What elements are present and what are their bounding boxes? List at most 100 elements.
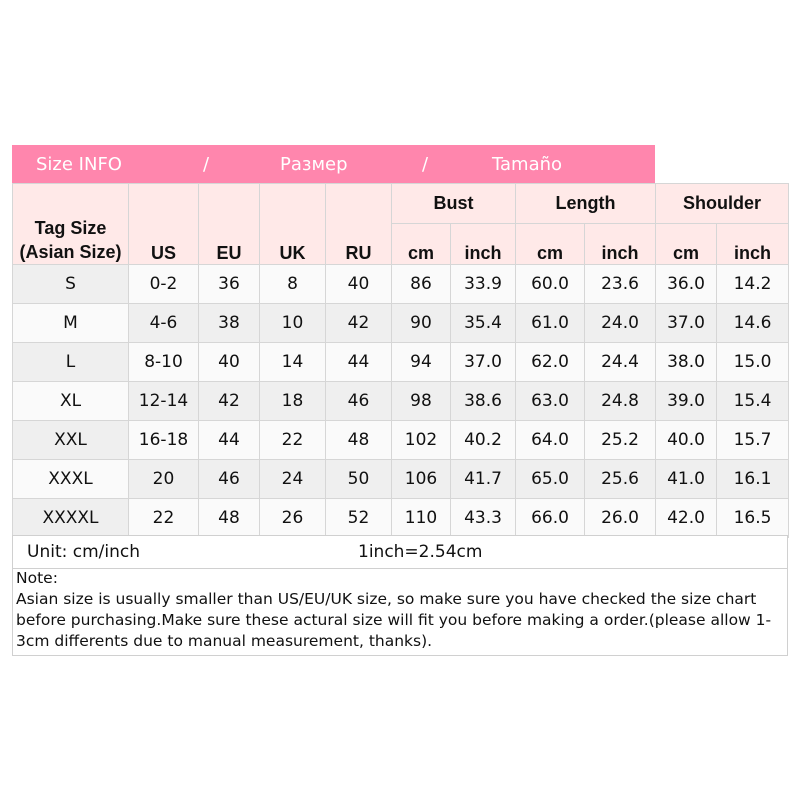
table-row: L 8-10 40 14 44 94 37.0 62.0 24.4 38.0 15.0 [12, 342, 790, 382]
cell-bust-cm: 98 [391, 381, 451, 421]
header-shoulder: Shoulder [654, 183, 790, 224]
table-row: M 4-6 38 10 42 90 35.4 61.0 24.0 37.0 14.6 [12, 303, 790, 343]
header-us: US [128, 183, 199, 265]
cell-bust-cm: 94 [391, 342, 451, 382]
cell-length-inch: 24.0 [584, 303, 656, 343]
cell-ru: 44 [325, 342, 392, 382]
cell-bust-cm: 102 [391, 420, 451, 460]
cell-tag-size: XXXL [12, 459, 129, 499]
cell-uk: 22 [259, 420, 326, 460]
cell-length-cm: 64.0 [515, 420, 585, 460]
title-spanish: Tamaño [492, 154, 563, 175]
cell-length-inch: 24.4 [584, 342, 656, 382]
table-row: XL 12-14 42 18 46 98 38.6 63.0 24.8 39.0 15.4 [12, 381, 790, 421]
title-bar: Size INFO / Размер / Tamaño [12, 145, 655, 183]
header-bust: Bust [391, 183, 516, 224]
cell-ru: 48 [325, 420, 392, 460]
header-length-cm: cm [515, 223, 585, 265]
cell-tag-size: L [12, 342, 129, 382]
note-heading: Note: [16, 569, 58, 587]
cell-bust-inch: 37.0 [450, 342, 516, 382]
cell-bust-inch: 35.4 [450, 303, 516, 343]
title-separator: / [422, 154, 429, 175]
header-uk: UK [259, 183, 326, 265]
cell-bust-cm: 106 [391, 459, 451, 499]
cell-uk: 26 [259, 498, 326, 538]
title-english: Size INFO [36, 154, 122, 175]
cell-length-inch: 24.8 [584, 381, 656, 421]
cell-length-inch: 23.6 [584, 264, 656, 304]
header-length: Length [515, 183, 656, 224]
cell-length-cm: 61.0 [515, 303, 585, 343]
note-body: Asian size is usually smaller than US/EU… [16, 590, 772, 650]
cell-length-inch: 26.0 [584, 498, 656, 538]
cell-tag-size: S [12, 264, 129, 304]
cell-us: 12-14 [128, 381, 199, 421]
cell-us: 0-2 [128, 264, 199, 304]
header-ru: RU [325, 183, 392, 265]
cell-bust-cm: 110 [391, 498, 451, 538]
cell-shoulder-cm: 39.0 [655, 381, 717, 421]
header-bust-cm: cm [391, 223, 451, 265]
cell-eu: 46 [198, 459, 260, 499]
cell-shoulder-inch: 14.2 [715, 264, 790, 304]
cell-bust-inch: 40.2 [450, 420, 516, 460]
cell-shoulder-inch: 15.4 [715, 381, 790, 421]
cell-bust-cm: 90 [391, 303, 451, 343]
cell-shoulder-cm: 37.0 [655, 303, 717, 343]
cell-ru: 52 [325, 498, 392, 538]
cell-uk: 14 [259, 342, 326, 382]
cell-eu: 40 [198, 342, 260, 382]
cell-eu: 44 [198, 420, 260, 460]
unit-conversion: 1inch=2.54cm [358, 542, 483, 562]
table-row: XXXL 20 46 24 50 106 41.7 65.0 25.6 41.0 16.1 [12, 459, 790, 499]
size-table: Tag Size (Asian Size) US EU UK RU Bust L… [12, 183, 790, 538]
header-eu: EU [198, 183, 260, 265]
cell-uk: 24 [259, 459, 326, 499]
header-tag-size-line2: (Asian Size) [19, 242, 122, 262]
table-row: XXL 16-18 44 22 48 102 40.2 64.0 25.2 40.0 15.7 [12, 420, 790, 460]
cell-eu: 36 [198, 264, 260, 304]
cell-tag-size: XXL [12, 420, 129, 460]
cell-uk: 18 [259, 381, 326, 421]
cell-us: 16-18 [128, 420, 199, 460]
cell-shoulder-inch: 16.5 [715, 498, 790, 538]
header-length-inch: inch [584, 223, 656, 265]
cell-bust-inch: 41.7 [450, 459, 516, 499]
cell-length-inch: 25.2 [584, 420, 656, 460]
cell-us: 20 [128, 459, 199, 499]
cell-shoulder-cm: 38.0 [655, 342, 717, 382]
cell-us: 22 [128, 498, 199, 538]
cell-shoulder-inch: 15.0 [715, 342, 790, 382]
title-separator: / [203, 154, 210, 175]
cell-bust-cm: 86 [391, 264, 451, 304]
cell-length-cm: 62.0 [515, 342, 585, 382]
cell-shoulder-cm: 40.0 [655, 420, 717, 460]
cell-eu: 48 [198, 498, 260, 538]
header-shoulder-cm: cm [655, 223, 717, 265]
cell-length-cm: 65.0 [515, 459, 585, 499]
header-bust-inch: inch [450, 223, 516, 265]
cell-ru: 50 [325, 459, 392, 499]
cell-eu: 42 [198, 381, 260, 421]
table-row: XXXXL 22 48 26 52 110 43.3 66.0 26.0 42.0 16.5 [12, 498, 790, 538]
cell-us: 4-6 [128, 303, 199, 343]
cell-shoulder-inch: 15.7 [715, 420, 790, 460]
cell-ru: 46 [325, 381, 392, 421]
cell-length-cm: 66.0 [515, 498, 585, 538]
header-tag-size: Tag Size (Asian Size) [12, 183, 129, 265]
unit-row: Unit: cm/inch 1inch=2.54cm [12, 535, 788, 569]
cell-uk: 8 [259, 264, 326, 304]
cell-tag-size: XL [12, 381, 129, 421]
cell-tag-size: XXXXL [12, 498, 129, 538]
cell-length-cm: 60.0 [515, 264, 585, 304]
table-row: S 0-2 36 8 40 86 33.9 60.0 23.6 36.0 14.2 [12, 264, 790, 304]
unit-label: Unit: cm/inch [27, 542, 140, 562]
cell-uk: 10 [259, 303, 326, 343]
cell-shoulder-cm: 42.0 [655, 498, 717, 538]
cell-bust-inch: 33.9 [450, 264, 516, 304]
cell-bust-inch: 38.6 [450, 381, 516, 421]
header-tag-size-line1: Tag Size [34, 218, 107, 238]
cell-us: 8-10 [128, 342, 199, 382]
cell-eu: 38 [198, 303, 260, 343]
